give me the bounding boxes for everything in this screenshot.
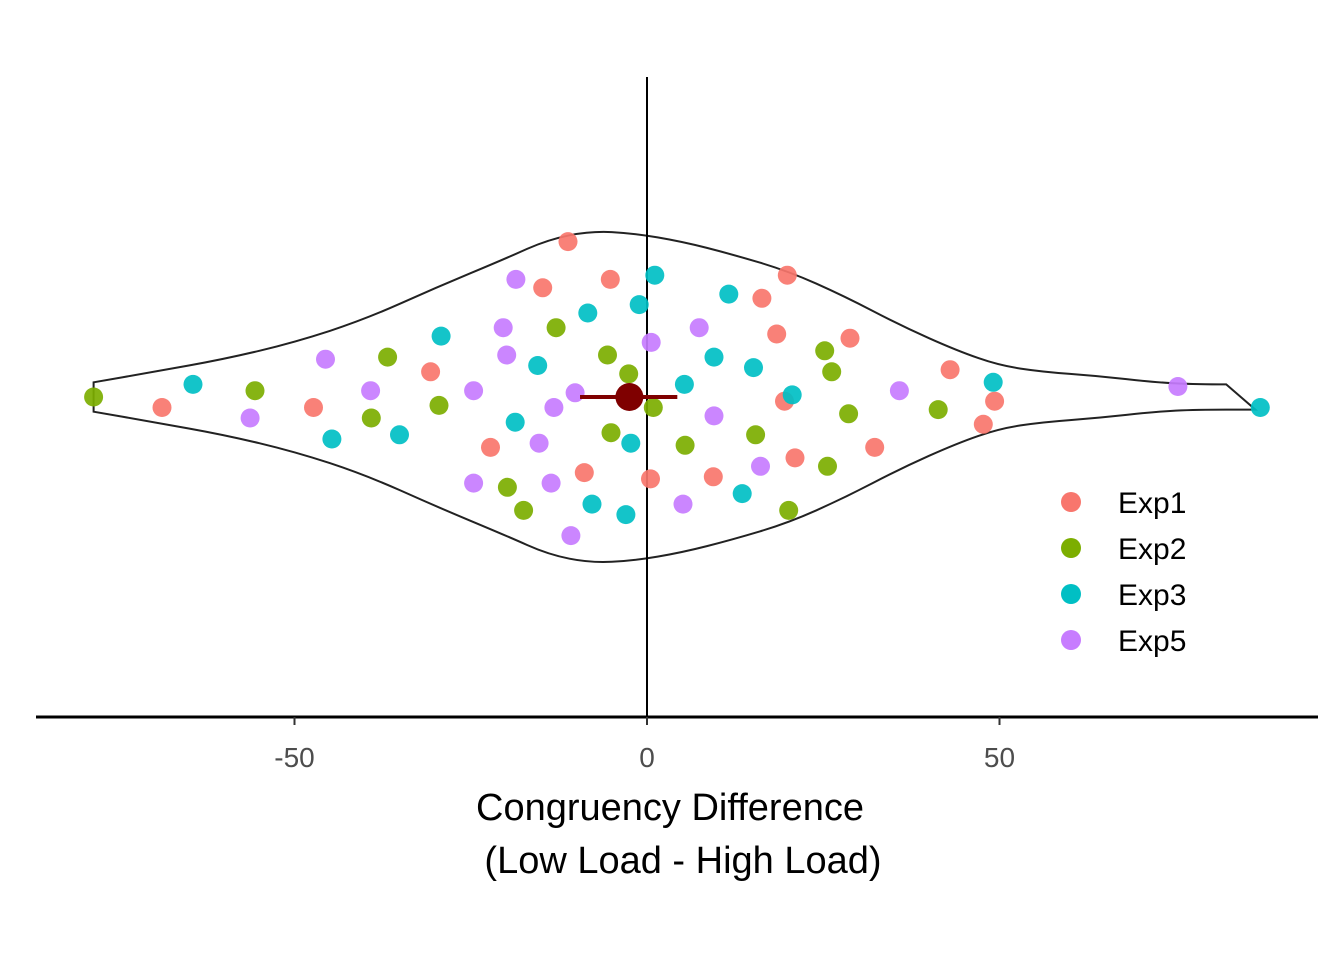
point-exp3-9 [674, 374, 694, 394]
point-exp2-2 [378, 347, 398, 367]
point-exp3-8 [744, 358, 763, 378]
point-exp2-0 [84, 387, 104, 407]
point-exp3-15 [505, 412, 525, 432]
point-exp2-9 [361, 408, 381, 428]
point-exp5-0 [506, 269, 526, 289]
point-exp2-8 [429, 395, 449, 415]
point-exp2-4 [598, 345, 617, 365]
point-exp5-10 [1168, 377, 1188, 396]
point-exp3-13 [322, 429, 342, 449]
x-axis-title-line2: (Low Load - High Load) [484, 840, 881, 882]
point-exp5-14 [529, 433, 549, 453]
point-exp1-3 [533, 278, 553, 298]
point-exp1-19 [703, 467, 723, 487]
point-exp5-16 [464, 473, 484, 493]
legend-key-exp2 [1061, 538, 1081, 558]
summary-layer [580, 383, 678, 411]
point-exp5-18 [673, 494, 693, 514]
point-exp2-1 [245, 381, 265, 401]
point-exp5-17 [541, 473, 561, 493]
point-exp5-11 [240, 408, 260, 428]
point-exp1-2 [777, 265, 797, 285]
point-exp1-14 [865, 437, 885, 457]
point-exp1-0 [558, 232, 578, 252]
point-exp2-5 [619, 364, 639, 384]
point-exp1-10 [304, 398, 323, 417]
point-exp1-15 [481, 437, 500, 457]
point-exp1-13 [973, 414, 993, 434]
point-exp2-7 [822, 362, 842, 382]
point-exp3-2 [719, 284, 739, 304]
point-exp3-10 [782, 385, 802, 405]
point-exp5-6 [361, 381, 381, 401]
point-exp5-12 [544, 398, 564, 417]
x-axis: -50 0 50 [36, 715, 1318, 773]
point-exp5-15 [751, 456, 770, 476]
point-exp1-4 [752, 288, 772, 308]
point-exp2-10 [643, 398, 663, 417]
point-exp1-7 [421, 362, 441, 382]
legend-label-exp5: Exp5 [1118, 625, 1186, 658]
legend-label-exp1: Exp1 [1118, 487, 1186, 520]
point-exp3-16 [621, 433, 641, 453]
point-exp5-5 [316, 349, 335, 369]
point-exp5-9 [889, 381, 909, 401]
point-exp2-18 [514, 500, 534, 520]
point-exp2-14 [746, 425, 766, 445]
point-exp2-6 [815, 341, 835, 361]
legend-label-exp3: Exp3 [1118, 579, 1186, 612]
point-exp1-18 [641, 469, 660, 489]
x-tick-label: -50 [274, 742, 314, 773]
x-axis-title-line1: Congruency Difference [476, 787, 864, 829]
point-exp2-3 [546, 318, 566, 338]
legend-key-exp3 [1061, 584, 1081, 604]
point-exp2-13 [601, 423, 621, 443]
point-exp1-16 [785, 448, 805, 468]
point-exp3-7 [704, 347, 724, 367]
point-exp1-5 [767, 324, 787, 344]
point-exp3-1 [645, 265, 665, 285]
x-tick-label: 0 [639, 742, 655, 773]
point-exp3-12 [1250, 398, 1270, 417]
point-exp2-17 [497, 477, 517, 497]
point-exp3-4 [578, 303, 598, 323]
point-exp2-11 [839, 404, 859, 424]
point-exp2-12 [928, 400, 948, 420]
point-exp5-13 [704, 406, 724, 426]
point-exp1-9 [152, 398, 172, 417]
point-exp3-14 [390, 425, 409, 445]
x-tick-label: 50 [984, 742, 1015, 773]
point-exp5-19 [561, 526, 581, 546]
point-exp3-3 [629, 295, 649, 315]
point-exp1-17 [574, 463, 594, 483]
point-exp3-18 [582, 494, 602, 514]
point-exp3-19 [616, 505, 636, 525]
point-exp3-17 [732, 484, 752, 504]
point-exp1-12 [985, 391, 1005, 411]
legend-key-exp5 [1061, 630, 1081, 650]
point-exp5-4 [497, 345, 517, 365]
point-exp3-5 [431, 326, 451, 346]
point-exp2-19 [779, 500, 799, 520]
legend-label-exp2: Exp2 [1118, 533, 1186, 566]
point-exp3-6 [528, 356, 548, 375]
points-layer [84, 232, 1270, 546]
point-exp3-11 [983, 372, 1003, 392]
point-exp5-3 [641, 332, 661, 352]
point-exp3-0 [183, 374, 203, 394]
mean-point [615, 383, 644, 411]
legend: Exp1 Exp2 Exp3 Exp5 [1061, 487, 1186, 658]
point-exp1-6 [840, 328, 860, 348]
point-exp1-8 [940, 360, 960, 380]
point-exp1-1 [600, 269, 620, 289]
point-exp2-16 [818, 456, 837, 476]
point-exp5-2 [689, 318, 709, 338]
point-exp5-1 [493, 318, 513, 338]
point-exp5-8 [565, 383, 585, 403]
legend-key-exp1 [1061, 492, 1081, 512]
point-exp2-15 [675, 435, 695, 455]
point-exp5-7 [464, 381, 484, 401]
